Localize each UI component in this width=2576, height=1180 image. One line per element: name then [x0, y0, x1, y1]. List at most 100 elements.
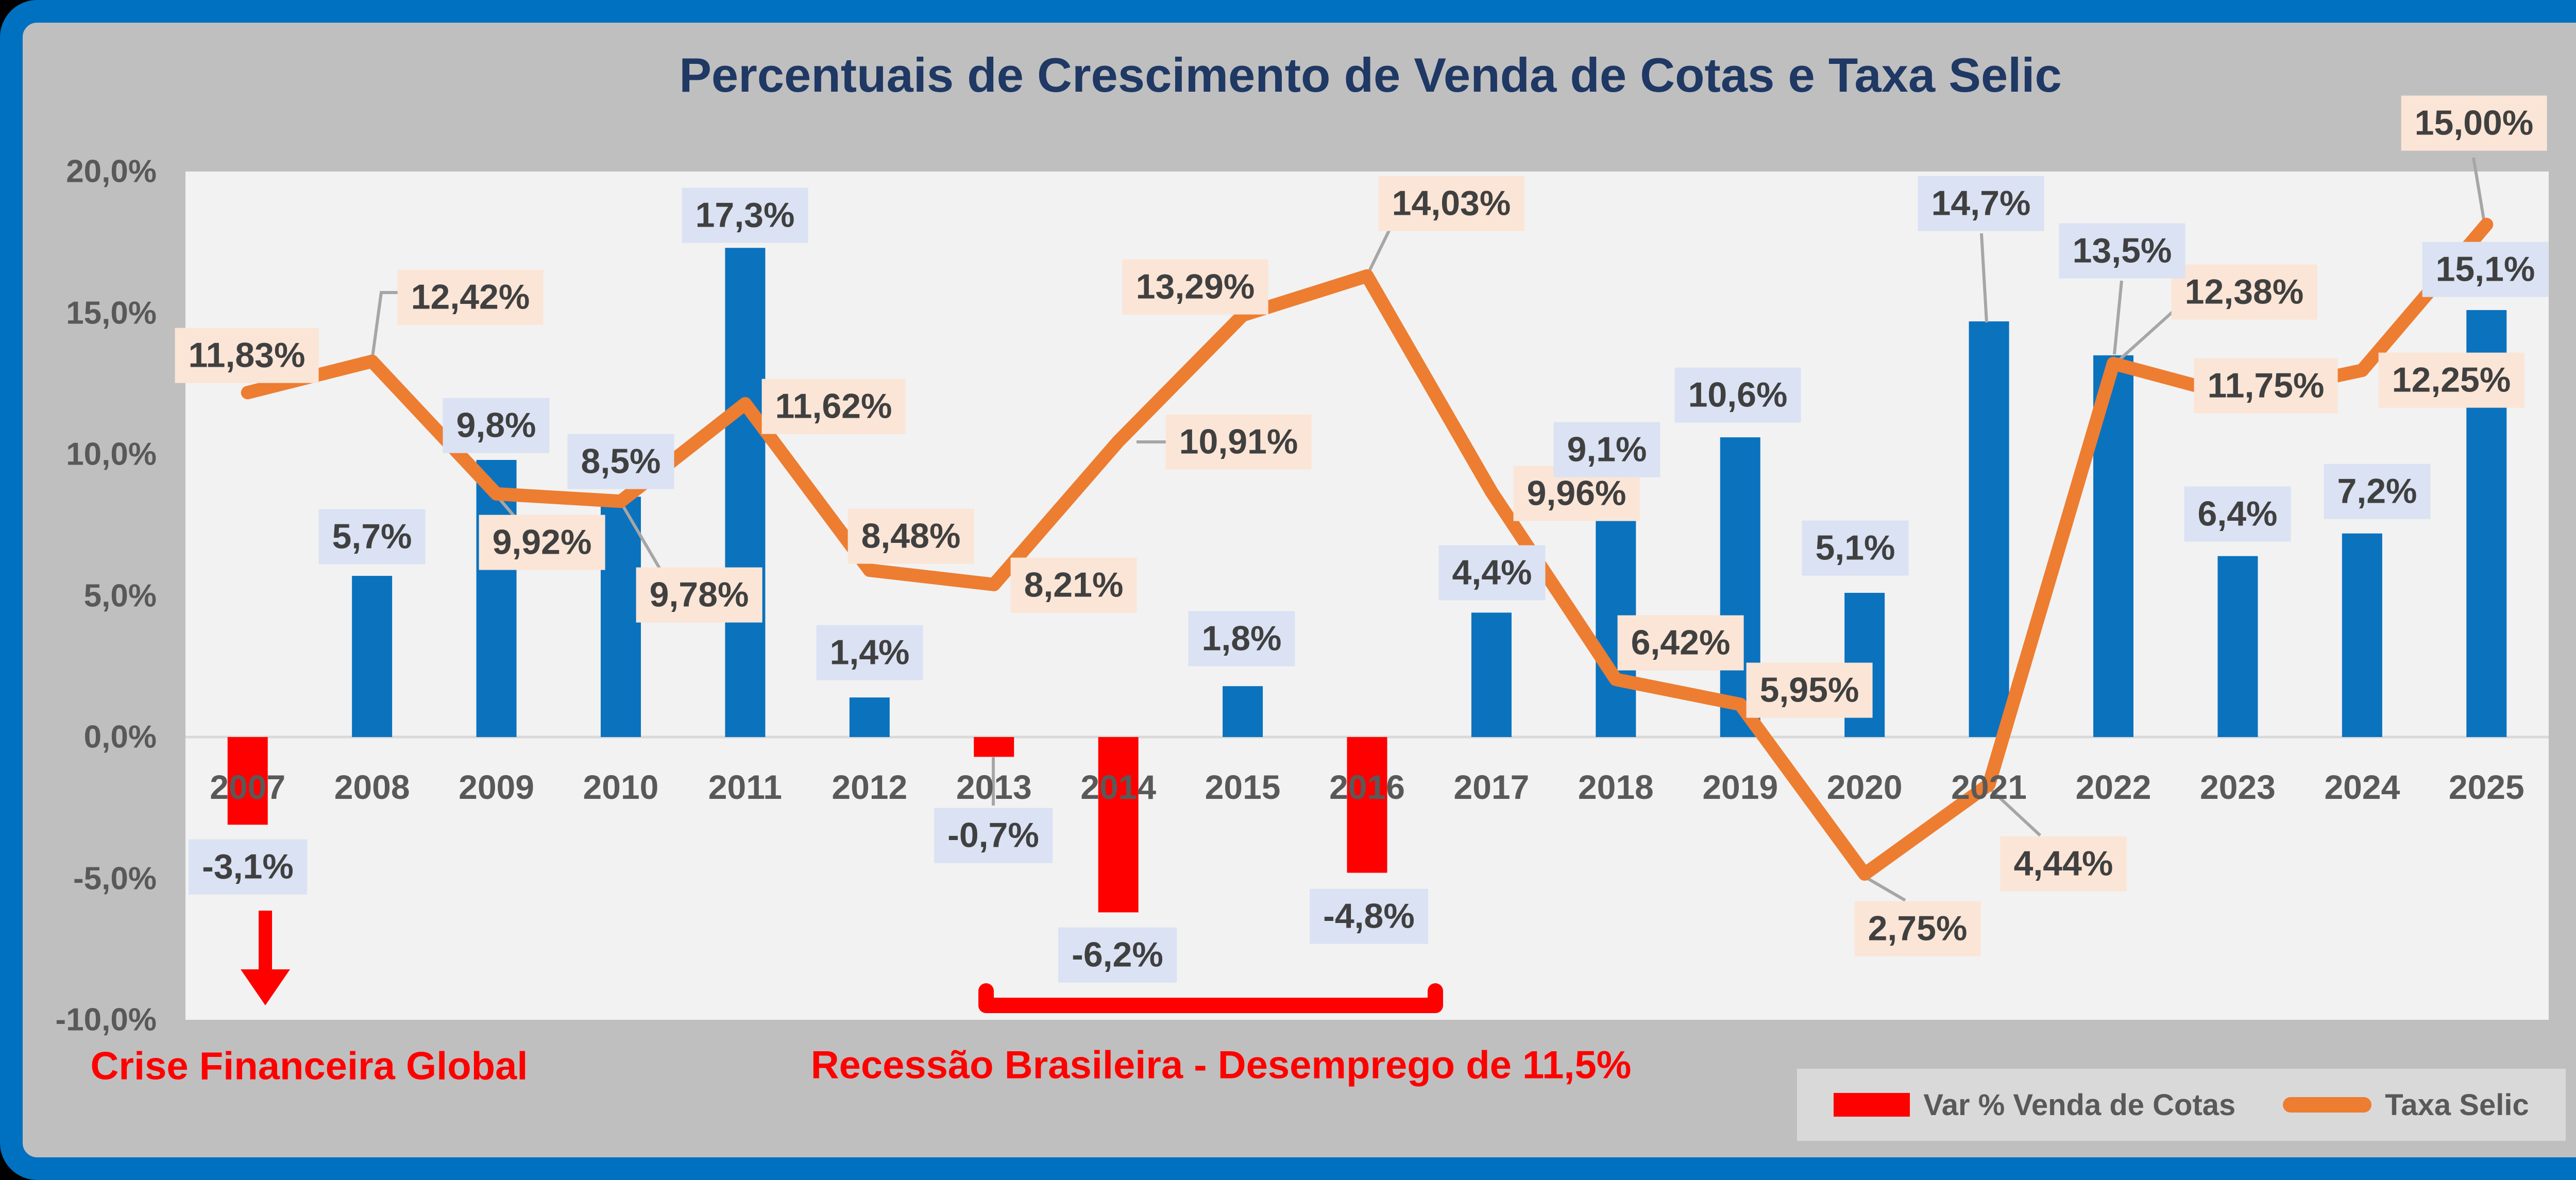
bar-label-2012: 1,4%	[816, 625, 923, 680]
bar-2012[interactable]	[849, 697, 890, 737]
leader-line-0	[370, 291, 398, 361]
bar-label-2022: 13,5%	[2059, 223, 2185, 279]
leader-line-8	[1980, 233, 1988, 323]
selic-label-2012: 8,48%	[848, 508, 974, 564]
x-axis-label-2008: 2008	[334, 768, 410, 806]
annotation-brazilian-recession: Recessão Brasileira - Desemprego de 11,5…	[810, 1043, 1632, 1087]
left-axis-tick-5,0%: 5,0%	[83, 578, 157, 613]
bar-label-2014: -6,2%	[1058, 927, 1177, 983]
bar-2015[interactable]	[1223, 686, 1263, 737]
bar-label-2016: -4,8%	[1310, 888, 1428, 944]
legend-item-taxa-selic[interactable]: Taxa Selic	[2283, 1088, 2529, 1122]
crisis-arrow-head-icon	[241, 969, 290, 1005]
bar-label-2013: -0,7%	[934, 808, 1053, 863]
bar-2023[interactable]	[2217, 556, 2258, 737]
bar-2009[interactable]	[476, 459, 517, 737]
selic-label-2016: 14,03%	[1378, 176, 1524, 231]
left-axis-tick--5,0%: -5,0%	[73, 861, 157, 896]
bar-2013[interactable]	[974, 737, 1014, 757]
bar-label-2009: 9,8%	[443, 398, 550, 453]
legend-line-label: Taxa Selic	[2385, 1088, 2529, 1122]
leader-line-10	[2112, 303, 2182, 367]
bar-label-2023: 6,4%	[2184, 486, 2291, 542]
bar-label-2025: 15,1%	[2422, 242, 2549, 297]
selic-label-2025: 15,00%	[2401, 95, 2547, 151]
left-axis-tick-0,0%: 0,0%	[83, 719, 157, 755]
bar-label-2024: 7,2%	[2324, 464, 2431, 519]
bar-2017[interactable]	[1471, 612, 1512, 737]
selic-label-2009: 9,92%	[479, 515, 605, 570]
x-axis-label-2013: 2013	[956, 768, 1032, 806]
selic-label-2015: 13,29%	[1122, 259, 1268, 315]
leader-line-2	[619, 501, 663, 572]
bar-2011[interactable]	[725, 248, 766, 738]
bar-2008[interactable]	[352, 576, 393, 737]
taxa-selic-line[interactable]	[241, 217, 2494, 881]
x-axis-label-2024: 2024	[2324, 768, 2400, 806]
x-axis-label-2021: 2021	[1951, 768, 2027, 806]
x-axis-label-2009: 2009	[459, 768, 534, 806]
bar-label-2017: 4,4%	[1438, 545, 1546, 601]
x-axis-label-2017: 2017	[1453, 768, 1530, 806]
left-axis-tick-20,0%: 20,0%	[66, 153, 157, 190]
bar-2014[interactable]	[1098, 737, 1139, 913]
x-axis-label-2020: 2020	[1826, 768, 1903, 806]
x-axis-label-2023: 2023	[2200, 768, 2276, 806]
bar-label-2015: 1,8%	[1188, 611, 1295, 666]
leader-line-9	[2113, 280, 2123, 355]
legend[interactable]: Var % Venda de Cotas Taxa Selic	[1797, 1069, 2566, 1141]
line-series-swatch-icon	[2283, 1097, 2372, 1113]
left-axis-tick-10,0%: 10,0%	[66, 436, 157, 472]
selic-label-2010: 9,78%	[636, 567, 762, 623]
x-axis-label-2022: 2022	[2075, 768, 2151, 806]
x-axis-label-2015: 2015	[1205, 768, 1281, 806]
bar-label-2008: 5,7%	[318, 509, 426, 565]
bar-label-2019: 10,6%	[1674, 367, 1801, 423]
selic-label-2020: 2,75%	[1854, 901, 1981, 956]
x-axis-label-2014: 2014	[1080, 768, 1157, 806]
plot-area	[185, 172, 2549, 1020]
selic-label-2021: 4,44%	[2000, 836, 2127, 892]
chart-title: Percentuais de Crescimento de Venda de C…	[679, 48, 2062, 102]
selic-label-2024: 12,25%	[2378, 352, 2524, 408]
selic-label-2014: 10,91%	[1165, 414, 1312, 470]
selic-label-2022: 12,38%	[2171, 264, 2317, 320]
selic-label-2013: 8,21%	[1010, 557, 1137, 613]
left-axis-tick--10,0%: -10,0%	[55, 1002, 157, 1038]
selic-label-2008: 12,42%	[397, 269, 544, 325]
selic-label-2023: 11,75%	[2194, 358, 2338, 414]
bar-2010[interactable]	[600, 497, 641, 737]
leader-line-7	[1987, 786, 2042, 837]
bar-2007[interactable]	[227, 737, 268, 825]
bar-label-2007: -3,1%	[189, 839, 307, 895]
leader-line-6	[1863, 875, 1906, 902]
bar-label-2021: 14,7%	[1918, 176, 2044, 231]
x-axis-label-2025: 2025	[2448, 768, 2524, 806]
bar-2018[interactable]	[1596, 480, 1636, 737]
x-axis-label-2007: 2007	[210, 768, 286, 806]
leader-line-4	[1365, 229, 1391, 277]
recession-bracket-icon	[978, 983, 1443, 1013]
x-axis-label-2011: 2011	[708, 768, 782, 806]
left-axis-tick-15,0%: 15,0%	[66, 295, 157, 331]
bar-2024[interactable]	[2342, 533, 2382, 737]
annotation-global-financial-crisis: Crise Financeira Global	[90, 1044, 528, 1088]
selic-label-2018: 6,42%	[1617, 615, 1744, 671]
crisis-arrow-shaft-icon	[259, 911, 272, 972]
legend-bar-label: Var % Venda de Cotas	[1923, 1088, 2236, 1122]
selic-label-2019: 5,95%	[1746, 662, 1873, 718]
bar-label-2020: 5,1%	[1802, 520, 1909, 576]
selic-label-2007: 11,83%	[175, 328, 319, 383]
x-axis-label-2019: 2019	[1702, 768, 1778, 806]
bar-2021[interactable]	[1969, 321, 2009, 737]
legend-item-venda-cotas[interactable]: Var % Venda de Cotas	[1834, 1088, 2235, 1122]
bar-label-2011: 17,3%	[682, 187, 808, 243]
bar-label-2018: 9,1%	[1553, 422, 1660, 477]
x-axis-label-2016: 2016	[1329, 768, 1405, 806]
bar-series-swatch-icon	[1834, 1093, 1910, 1117]
x-axis-label-2010: 2010	[583, 768, 659, 806]
leader-line-11	[2472, 157, 2486, 226]
bar-2016[interactable]	[1347, 737, 1387, 873]
